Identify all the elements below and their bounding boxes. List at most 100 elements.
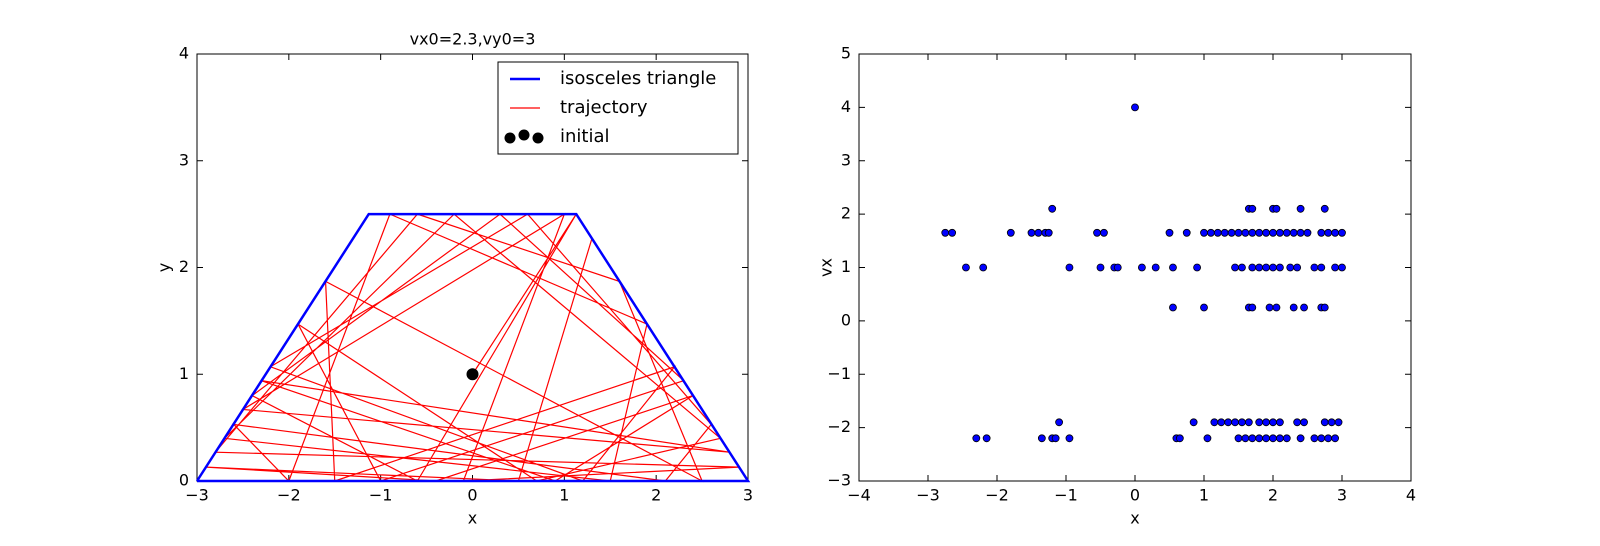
point bbox=[1331, 228, 1339, 237]
point bbox=[1248, 263, 1257, 272]
y-tick-label: −2 bbox=[827, 417, 851, 436]
point bbox=[1289, 303, 1298, 312]
point bbox=[1255, 418, 1264, 427]
point bbox=[1338, 263, 1346, 272]
point bbox=[1310, 263, 1319, 272]
point bbox=[1289, 228, 1298, 237]
point bbox=[1138, 263, 1146, 272]
point bbox=[1269, 418, 1277, 427]
point bbox=[1100, 228, 1108, 237]
chart-title: vx0=2.3,vy0=3 bbox=[410, 30, 536, 49]
point bbox=[1255, 263, 1264, 272]
point bbox=[1169, 263, 1177, 272]
point bbox=[1234, 434, 1243, 443]
point bbox=[1324, 228, 1333, 237]
point bbox=[1006, 228, 1015, 237]
point bbox=[972, 434, 981, 443]
point bbox=[1331, 434, 1339, 443]
x-tick-label: 3 bbox=[1337, 486, 1347, 505]
point bbox=[1248, 228, 1257, 237]
point bbox=[1269, 434, 1277, 443]
point bbox=[1317, 263, 1326, 272]
point bbox=[1324, 434, 1333, 443]
point bbox=[1182, 228, 1191, 237]
x-axis-label: x bbox=[468, 509, 477, 528]
y-tick-label: 0 bbox=[841, 310, 851, 329]
point bbox=[1044, 228, 1053, 237]
x-tick-label: 1 bbox=[559, 486, 569, 505]
point bbox=[1320, 204, 1329, 213]
point bbox=[1272, 204, 1281, 213]
point bbox=[1300, 418, 1308, 427]
point bbox=[1248, 204, 1257, 213]
x-tick-label: −2 bbox=[277, 486, 301, 505]
point bbox=[1131, 103, 1139, 112]
y-tick-label: 2 bbox=[841, 204, 851, 223]
point bbox=[1165, 228, 1174, 237]
y-tick-label: 0 bbox=[179, 471, 189, 490]
point bbox=[1151, 263, 1160, 272]
legend-label: isosceles triangle bbox=[560, 68, 716, 89]
x-tick-label: −3 bbox=[185, 486, 209, 505]
point bbox=[982, 434, 991, 443]
x-tick-label: 3 bbox=[743, 486, 753, 505]
point bbox=[1051, 434, 1060, 443]
legend-label: trajectory bbox=[560, 97, 648, 118]
point bbox=[466, 368, 479, 381]
legend-marker bbox=[518, 129, 530, 141]
point bbox=[1169, 303, 1177, 312]
point bbox=[1269, 263, 1277, 272]
point bbox=[1203, 434, 1212, 443]
point bbox=[1276, 418, 1284, 427]
x-tick-label: −2 bbox=[985, 486, 1009, 505]
point bbox=[1296, 204, 1305, 213]
point bbox=[1224, 418, 1233, 427]
axes-frame bbox=[858, 53, 1412, 482]
point bbox=[1317, 228, 1326, 237]
point bbox=[1037, 434, 1046, 443]
legend-label: initial bbox=[560, 126, 610, 147]
point bbox=[1282, 228, 1291, 237]
x-tick-label: 2 bbox=[1268, 486, 1278, 505]
x-tick-label: −1 bbox=[1054, 486, 1078, 505]
point bbox=[1200, 228, 1208, 237]
x-tick-label: −1 bbox=[369, 486, 393, 505]
x-tick-label: 2 bbox=[651, 486, 661, 505]
point bbox=[1096, 263, 1105, 272]
y-axis-label: vx bbox=[817, 258, 836, 277]
point bbox=[1296, 228, 1305, 237]
point bbox=[1231, 263, 1239, 272]
point bbox=[1282, 434, 1291, 443]
x-tick-label: 1 bbox=[1199, 486, 1209, 505]
point bbox=[1317, 434, 1326, 443]
point bbox=[1300, 303, 1308, 312]
point bbox=[1213, 228, 1222, 237]
point bbox=[1248, 303, 1257, 312]
point bbox=[1027, 228, 1036, 237]
point bbox=[1327, 418, 1336, 427]
point bbox=[1276, 228, 1284, 237]
point bbox=[1238, 263, 1246, 272]
point bbox=[1065, 263, 1074, 272]
point bbox=[1310, 434, 1319, 443]
point bbox=[1262, 434, 1270, 443]
series-line bbox=[206, 212, 739, 483]
y-tick-label: −3 bbox=[827, 471, 851, 490]
point bbox=[1293, 418, 1302, 427]
point bbox=[1065, 434, 1074, 443]
y-tick-label: 4 bbox=[841, 97, 851, 116]
point bbox=[1048, 204, 1057, 213]
point bbox=[979, 263, 988, 272]
y-axis-label: y bbox=[155, 263, 174, 272]
point bbox=[1231, 418, 1239, 427]
point bbox=[1276, 434, 1284, 443]
series-line bbox=[195, 212, 751, 483]
point bbox=[1217, 418, 1226, 427]
point bbox=[1338, 228, 1346, 237]
point bbox=[1113, 263, 1122, 272]
point bbox=[1286, 263, 1295, 272]
point bbox=[1272, 303, 1281, 312]
point bbox=[1200, 303, 1208, 312]
x-tick-label: 0 bbox=[467, 486, 477, 505]
x-tick-label: 0 bbox=[1130, 486, 1140, 505]
